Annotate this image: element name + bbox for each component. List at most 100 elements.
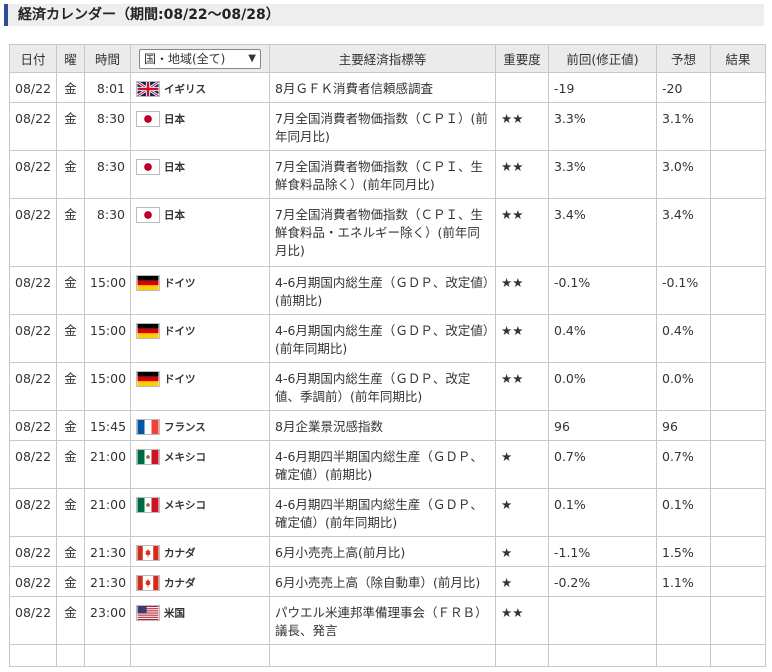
row-date: 08/22 [9, 266, 57, 315]
row-importance: ★ [495, 566, 549, 597]
row-time: 23:00 [84, 596, 131, 645]
row-indicator: パウエル米連邦準備理事会（ＦＲＢ）議長、発言 [269, 596, 496, 645]
header-importance: 重要度 [495, 44, 549, 73]
row-previous: 0.7% [548, 440, 657, 489]
country-name: イギリス [164, 83, 206, 96]
row-country: 日本 [130, 198, 270, 267]
row-previous: -0.2% [548, 566, 657, 597]
row-indicator: 8月企業景況感指数 [269, 410, 496, 441]
row-time: 21:00 [84, 440, 131, 489]
row-country: イギリス [130, 72, 270, 103]
row-forecast: 1.5% [656, 536, 711, 567]
empty-cell [548, 644, 657, 667]
table-row: 08/22 金 15:00 ドイツ 4-6月期国内総生産（ＧＤＰ、改定値）(前年同期比)… [9, 314, 766, 363]
row-result [710, 102, 766, 151]
country-name: ドイツ [164, 325, 196, 338]
country-filter-value: 国・地域(全て) [144, 51, 226, 66]
row-country: メキシコ [130, 440, 270, 489]
row-result [710, 566, 766, 597]
row-date: 08/22 [9, 150, 57, 199]
country-name: 日本 [164, 161, 185, 174]
table-row: 08/22 金 23:00 米国 パウエル米連邦準備理事会（ＦＲＢ）議長、発言 ★★ [9, 596, 766, 645]
row-importance: ★★ [495, 314, 549, 363]
usa-flag-icon [136, 604, 160, 621]
row-time: 21:30 [84, 566, 131, 597]
empty-cell [84, 644, 131, 667]
row-date: 08/22 [9, 72, 57, 103]
row-country: カナダ [130, 536, 270, 567]
country-name: ドイツ [164, 373, 196, 386]
empty-cell [56, 644, 85, 667]
table-row [9, 644, 766, 667]
row-day: 金 [56, 314, 85, 363]
row-previous: 0.0% [548, 362, 657, 411]
mexico-flag-icon [136, 496, 160, 513]
row-day: 金 [56, 150, 85, 199]
empty-cell [495, 644, 549, 667]
country-name: 米国 [164, 607, 185, 620]
row-previous [548, 596, 657, 645]
row-country: ドイツ [130, 314, 270, 363]
row-country: 米国 [130, 596, 270, 645]
row-importance: ★ [495, 488, 549, 537]
row-forecast: 96 [656, 410, 711, 441]
row-importance: ★★ [495, 596, 549, 645]
header-previous: 前回(修正値) [548, 44, 657, 73]
row-previous: 0.4% [548, 314, 657, 363]
row-forecast: 0.4% [656, 314, 711, 363]
row-indicator: 4-6月期四半期国内総生産（ＧＤＰ、確定値）(前期比) [269, 440, 496, 489]
row-result [710, 198, 766, 267]
row-date: 08/22 [9, 488, 57, 537]
row-day: 金 [56, 566, 85, 597]
row-date: 08/22 [9, 362, 57, 411]
empty-cell [130, 644, 270, 667]
row-day: 金 [56, 596, 85, 645]
japan-flag-icon [136, 110, 160, 127]
row-time: 15:00 [84, 362, 131, 411]
row-date: 08/22 [9, 410, 57, 441]
empty-cell [9, 644, 57, 667]
row-indicator: 7月全国消費者物価指数（ＣＰＩ、生鮮食料品・エネルギー除く）(前年同月比) [269, 198, 496, 267]
page-title: 経済カレンダー（期間:08/22～08/28） [4, 4, 764, 26]
header-indicator: 主要経済指標等 [269, 44, 496, 73]
germany-flag-icon [136, 370, 160, 387]
row-country: フランス [130, 410, 270, 441]
row-previous: -1.1% [548, 536, 657, 567]
row-day: 金 [56, 362, 85, 411]
canada-flag-icon [136, 544, 160, 561]
row-forecast: 0.7% [656, 440, 711, 489]
table-row: 08/22 金 15:45 フランス 8月企業景況感指数 96 96 [9, 410, 766, 441]
row-forecast: 0.0% [656, 362, 711, 411]
row-result [710, 150, 766, 199]
row-country: ドイツ [130, 362, 270, 411]
country-filter-select[interactable]: 国・地域(全て) ▼ [139, 48, 261, 69]
table-row: 08/22 金 21:30 カナダ 6月小売売上高(前月比) ★ -1.1% 1.5% [9, 536, 766, 567]
row-result [710, 314, 766, 363]
row-indicator: 4-6月期国内総生産（ＧＤＰ、改定値）(前期比) [269, 266, 496, 315]
france-flag-icon [136, 418, 160, 435]
germany-flag-icon [136, 322, 160, 339]
row-forecast: -20 [656, 72, 711, 103]
row-date: 08/22 [9, 566, 57, 597]
row-indicator: 8月ＧＦＫ消費者信頼感調査 [269, 72, 496, 103]
row-time: 21:30 [84, 536, 131, 567]
row-day: 金 [56, 266, 85, 315]
uk-flag-icon [136, 80, 160, 97]
row-previous: 0.1% [548, 488, 657, 537]
header-time: 時間 [84, 44, 131, 73]
row-day: 金 [56, 488, 85, 537]
row-previous: 3.3% [548, 150, 657, 199]
header-forecast: 予想 [656, 44, 711, 73]
country-name: カナダ [164, 577, 196, 590]
row-date: 08/22 [9, 102, 57, 151]
row-forecast: 3.4% [656, 198, 711, 267]
empty-cell [710, 644, 766, 667]
header-day: 曜 [56, 44, 85, 73]
row-time: 15:00 [84, 266, 131, 315]
row-time: 8:30 [84, 102, 131, 151]
row-time: 15:45 [84, 410, 131, 441]
row-day: 金 [56, 536, 85, 567]
row-date: 08/22 [9, 314, 57, 363]
country-name: カナダ [164, 547, 196, 560]
row-country: 日本 [130, 102, 270, 151]
